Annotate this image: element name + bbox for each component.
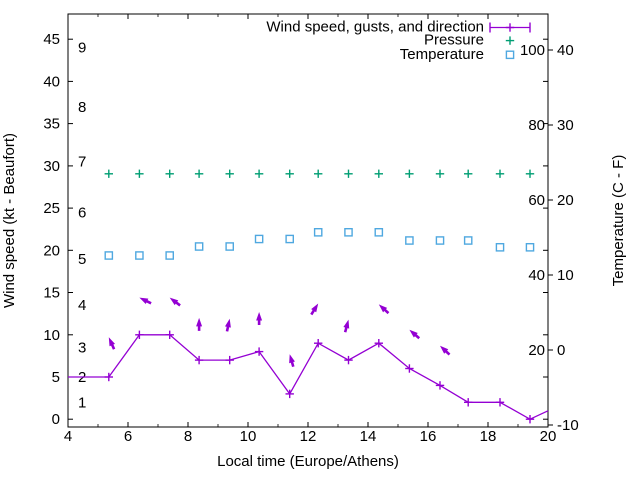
svg-text:20: 20 <box>557 192 574 209</box>
svg-text:Temperature: Temperature <box>400 46 484 63</box>
svg-text:4: 4 <box>78 297 86 314</box>
svg-text:Local time (Europe/Athens): Local time (Europe/Athens) <box>217 453 399 470</box>
svg-text:10: 10 <box>557 267 574 284</box>
svg-text:45: 45 <box>43 31 60 48</box>
svg-text:18: 18 <box>480 428 497 445</box>
svg-text:4: 4 <box>64 428 72 445</box>
svg-text:3: 3 <box>78 339 86 356</box>
svg-text:15: 15 <box>43 285 60 302</box>
svg-text:100: 100 <box>520 42 545 59</box>
svg-text:8: 8 <box>184 428 192 445</box>
svg-text:25: 25 <box>43 200 60 217</box>
svg-text:40: 40 <box>528 267 545 284</box>
svg-text:30: 30 <box>43 158 60 175</box>
svg-text:-10: -10 <box>557 417 579 434</box>
svg-text:40: 40 <box>43 73 60 90</box>
svg-text:0: 0 <box>557 342 565 359</box>
svg-text:30: 30 <box>557 117 574 134</box>
svg-text:6: 6 <box>124 428 132 445</box>
svg-text:9: 9 <box>78 40 86 57</box>
svg-text:20: 20 <box>43 242 60 259</box>
svg-text:14: 14 <box>360 428 377 445</box>
svg-text:5: 5 <box>78 251 86 268</box>
svg-text:16: 16 <box>420 428 437 445</box>
svg-text:5: 5 <box>52 369 60 386</box>
svg-text:7: 7 <box>78 154 86 171</box>
svg-text:8: 8 <box>78 99 86 116</box>
svg-text:10: 10 <box>240 428 257 445</box>
svg-text:20: 20 <box>528 342 545 359</box>
svg-text:20: 20 <box>540 428 557 445</box>
svg-text:0: 0 <box>52 411 60 428</box>
svg-text:1: 1 <box>78 394 86 411</box>
svg-text:60: 60 <box>528 192 545 209</box>
svg-text:80: 80 <box>528 117 545 134</box>
svg-text:12: 12 <box>300 428 317 445</box>
svg-text:Wind speed (kt - Beaufort): Wind speed (kt - Beaufort) <box>1 133 18 308</box>
svg-text:10: 10 <box>43 327 60 344</box>
svg-text:40: 40 <box>557 42 574 59</box>
svg-text:6: 6 <box>78 204 86 221</box>
svg-text:Temperature (C - F): Temperature (C - F) <box>610 155 627 287</box>
svg-text:35: 35 <box>43 116 60 133</box>
